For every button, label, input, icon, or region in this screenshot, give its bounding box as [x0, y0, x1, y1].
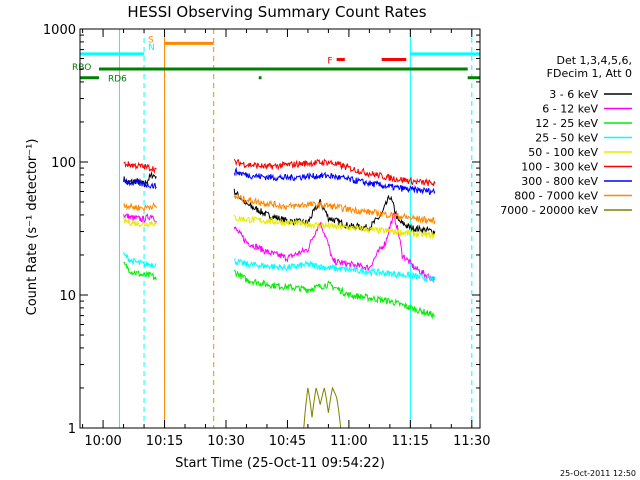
flag-label-rd6: RD6: [108, 75, 127, 85]
legend-entry-label-2: 12 - 25 keV: [535, 117, 598, 130]
series-2: [123, 261, 436, 320]
y-tick-label-0: 1: [68, 422, 76, 437]
x-tick-label-1: 10:15: [146, 434, 183, 449]
series-line-7-0: [123, 202, 157, 213]
footer-timestamp: 25-Oct-2011 12:50: [560, 469, 636, 478]
plot-area: NS F RBO RD6 1 10 100 1000 10:00 10:15 10:30 10:45 1…: [43, 23, 491, 449]
series-line-5-0: [123, 161, 157, 174]
series-line-6-0: [123, 177, 157, 190]
flag-label-saa: S: [148, 35, 154, 45]
series-line-8-0: [303, 386, 342, 429]
chart-title: HESSI Observing Summary Count Rates: [127, 3, 426, 21]
x-tick-label-2: 10:30: [207, 434, 244, 449]
y-tick-label-3: 1000: [43, 23, 76, 38]
y-tick-label-2: 100: [51, 156, 76, 171]
series-3: [123, 252, 436, 284]
series-line-2-0: [123, 261, 157, 281]
series-7: [123, 193, 436, 225]
series-line-4-1: [233, 214, 436, 240]
series-5: [123, 158, 436, 187]
series-line-5-1: [233, 158, 436, 187]
legend-entry-label-0: 3 - 6 keV: [549, 88, 598, 101]
legend-entry-label-5: 100 - 300 keV: [521, 161, 598, 174]
x-tick-label-6: 11:30: [453, 434, 490, 449]
x-tick-label-4: 11:00: [330, 434, 367, 449]
legend: Det 1,3,4,5,6,FDecim 1, Att 0 3 - 6 keV 6 …: [500, 54, 632, 217]
series-line-0-0: [123, 171, 157, 187]
legend-header-0: Det 1,3,4,5,6,: [556, 54, 632, 67]
series-line-3-1: [233, 257, 436, 284]
series-line-2-1: [233, 269, 436, 320]
series-line-4-0: [123, 217, 157, 228]
legend-entry-label-1: 6 - 12 keV: [542, 103, 598, 116]
x-tick-label-3: 10:45: [269, 434, 306, 449]
series-8: [303, 386, 342, 429]
legend-entry-label-8: 7000 - 20000 keV: [500, 204, 598, 217]
legend-entry-label-7: 800 - 7000 keV: [514, 190, 598, 203]
series-4: [123, 214, 436, 240]
series-line-7-1: [233, 193, 436, 225]
series-0: [123, 171, 436, 236]
plot-frame: [79, 28, 481, 429]
series-6: [123, 166, 436, 196]
x-tick-label-5: 11:15: [392, 434, 429, 449]
series-line-0-1: [233, 188, 436, 236]
y-tick-label-1: 10: [59, 289, 76, 304]
legend-entry-label-3: 25 - 50 keV: [535, 132, 598, 145]
flag-label-flare: F: [327, 56, 332, 66]
flag-label-rbo: RBO: [72, 63, 91, 73]
legend-entry-label-4: 50 - 100 keV: [528, 146, 598, 159]
x-axis-label: Start Time (25-Oct-11 09:54:22): [175, 456, 385, 471]
x-tick-label-0: 10:00: [84, 434, 121, 449]
series-line-3-0: [123, 252, 157, 269]
flag-label-night: N: [148, 43, 155, 53]
legend-entry-label-6: 300 - 800 keV: [521, 175, 598, 188]
series-line-1-1: [233, 212, 436, 283]
legend-header-1: FDecim 1, Att 0: [547, 67, 632, 80]
y-axis-label: Count Rate (s⁻¹ detector⁻¹): [25, 139, 40, 316]
series-line-6-1: [233, 166, 436, 196]
